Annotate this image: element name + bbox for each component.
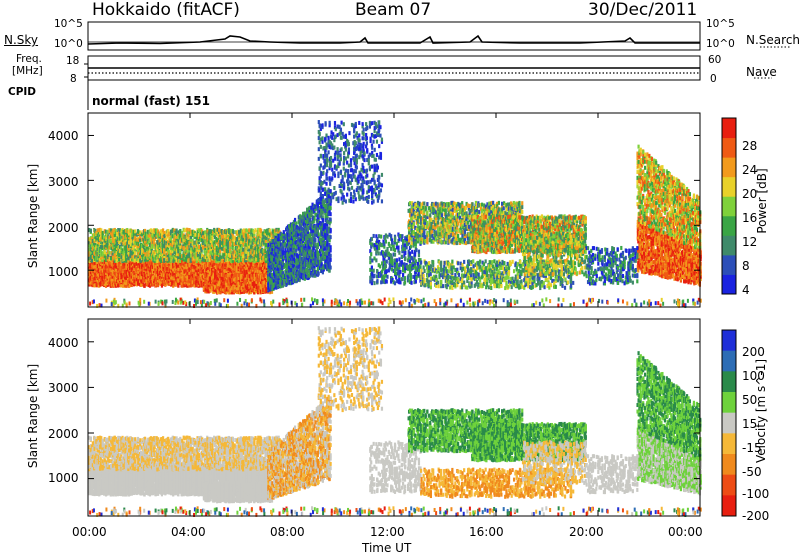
power-panel — [88, 113, 702, 308]
noise-sky-line — [88, 36, 700, 44]
rti-plot — [0, 0, 800, 554]
freq-panel — [84, 56, 772, 80]
noise-panel — [88, 22, 790, 50]
